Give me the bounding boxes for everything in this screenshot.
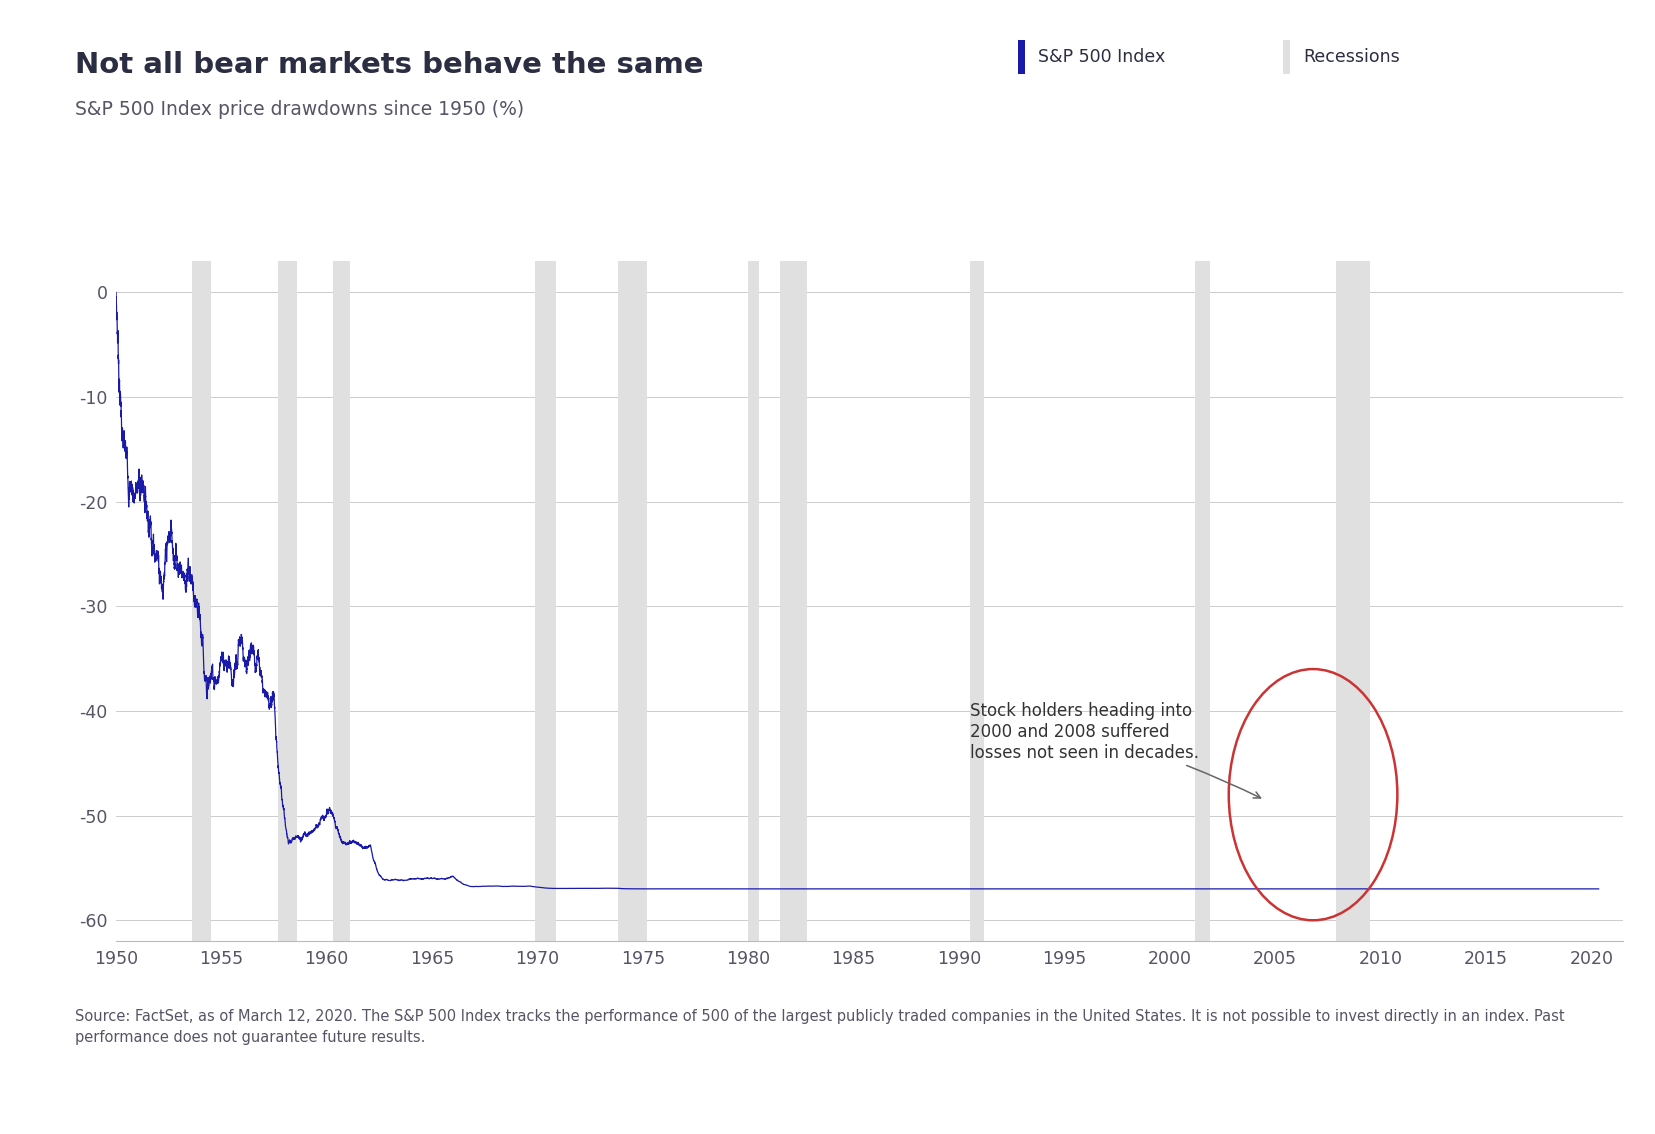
Bar bbox=[617, 261, 647, 941]
Bar bbox=[968, 261, 983, 941]
Bar bbox=[748, 261, 758, 941]
Bar bbox=[192, 261, 210, 941]
Text: Stock holders heading into
2000 and 2008 suffered
losses not seen in decades.: Stock holders heading into 2000 and 2008… bbox=[968, 702, 1259, 798]
Text: Source: FactSet, as of March 12, 2020. The S&P 500 Index tracks the performance : Source: FactSet, as of March 12, 2020. T… bbox=[74, 1009, 1564, 1046]
Text: Not all bear markets behave the same: Not all bear markets behave the same bbox=[74, 51, 703, 79]
Bar bbox=[333, 261, 349, 941]
Text: S&P 500 Index price drawdowns since 1950 (%): S&P 500 Index price drawdowns since 1950… bbox=[74, 100, 523, 119]
Text: Recessions: Recessions bbox=[1302, 48, 1398, 66]
Bar bbox=[1195, 261, 1210, 941]
Bar bbox=[1336, 261, 1369, 941]
Bar bbox=[780, 261, 806, 941]
Bar bbox=[278, 261, 296, 941]
Text: S&P 500 Index: S&P 500 Index bbox=[1038, 48, 1165, 66]
Bar bbox=[535, 261, 556, 941]
